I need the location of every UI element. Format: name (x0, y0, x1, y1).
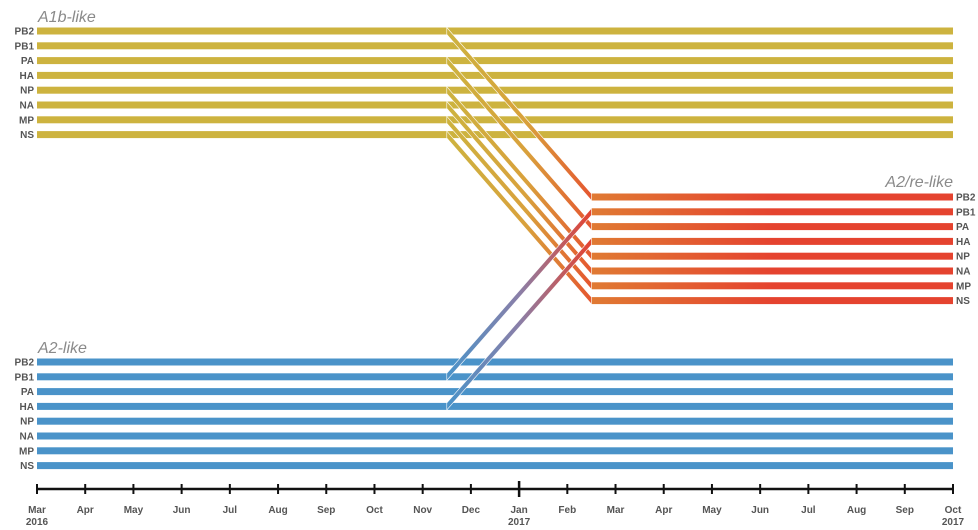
tick-label-7: Oct (366, 505, 383, 516)
tick-label-4: Jul (223, 505, 238, 516)
a2-bar-pb1 (37, 373, 953, 381)
a2-bar-ns (37, 462, 953, 470)
tick-label-1: Apr (77, 505, 94, 516)
segment-labels: PB2 PB1 PA HA NP NA MP NS PB2 PB1 PA HA NP NA MP NS PB2 P… (15, 27, 976, 473)
tick-label-18: Sep (896, 505, 914, 516)
re-bar-np (591, 252, 953, 260)
a2-group: A2-like (37, 340, 87, 357)
year-label-19: 2017 (942, 517, 965, 528)
tick-label-13: Apr (655, 505, 672, 516)
re-bar-ha (591, 237, 953, 245)
re-group: A2/re-like (884, 174, 953, 191)
a2-bar-ha (37, 402, 953, 410)
a2-label-pa: PA (21, 387, 34, 398)
tick-label-14: May (702, 505, 722, 516)
re-label-pa: PA (956, 222, 969, 233)
a2-label-ns: NS (20, 461, 34, 472)
a1b-bar-ha (37, 71, 953, 79)
a2-label-na: NA (20, 432, 34, 443)
a1b-label-pb1: PB1 (15, 41, 35, 52)
a2-label-pb1: PB1 (15, 372, 35, 383)
re-label-na: NA (956, 267, 970, 278)
tick-label-17: Aug (847, 505, 866, 516)
re-label-np: NP (956, 252, 970, 263)
tick-label-3: Jun (173, 505, 191, 516)
a1b-group-label: A1b-like (37, 9, 96, 26)
tick-label-16: Jul (801, 505, 816, 516)
link-a1b-np (446, 85, 592, 261)
link-a2-ha (446, 237, 592, 411)
a1b-group: A1b-like (37, 9, 96, 26)
tick-label-6: Sep (317, 505, 335, 516)
year-label-0: 2016 (26, 517, 49, 528)
re-bar-pa (591, 223, 953, 231)
re-label-pb1: PB1 (956, 207, 976, 218)
a2-bar-pb2 (37, 358, 953, 366)
link-a1b-pb2 (446, 26, 592, 202)
link-a2-pb1 (446, 207, 592, 382)
year-label-10: 2017 (508, 517, 531, 528)
re-bar-pb1 (591, 208, 953, 216)
segment-bars (37, 27, 953, 470)
tick-label-5: Aug (268, 505, 287, 516)
tick-label-19: Oct (945, 505, 962, 516)
a2-bar-np (37, 417, 953, 425)
tick-label-8: Nov (413, 505, 432, 516)
re-label-pb2: PB2 (956, 193, 976, 204)
re-bar-mp (591, 282, 953, 290)
link-a1b-mp (446, 115, 592, 291)
link-a1b-pa (446, 56, 592, 231)
re-label-mp: MP (956, 281, 971, 292)
tick-label-0: Mar (28, 505, 46, 516)
a1b-bar-pb2 (37, 27, 953, 35)
a1b-bar-pa (37, 57, 953, 65)
a1b-label-pb2: PB2 (15, 27, 35, 38)
a2-group-label: A2-like (37, 340, 87, 357)
tick-label-2: May (124, 505, 144, 516)
a1b-label-na: NA (20, 101, 34, 112)
tick-label-15: Jun (751, 505, 769, 516)
re-bar-na (591, 267, 953, 275)
a1b-bar-pb1 (37, 42, 953, 50)
a2-label-np: NP (20, 417, 34, 428)
a1b-label-mp: MP (19, 115, 34, 126)
a1b-bar-ns (37, 131, 953, 139)
tick-label-11: Feb (558, 505, 576, 516)
re-group-label: A2/re-like (884, 174, 953, 191)
a1b-label-np: NP (20, 86, 34, 97)
a2-bar-na (37, 432, 953, 440)
re-label-ha: HA (956, 237, 970, 248)
a2-label-ha: HA (20, 402, 34, 413)
a2-bar-mp (37, 447, 953, 455)
tick-label-9: Dec (462, 505, 481, 516)
tick-label-10: Jan (510, 505, 527, 516)
a1b-label-pa: PA (21, 56, 34, 67)
re-bar-ns (591, 297, 953, 305)
re-bar-pb2 (591, 193, 953, 201)
tick-label-12: Mar (607, 505, 625, 516)
a2-bar-pa (37, 388, 953, 396)
a1b-label-ha: HA (20, 71, 34, 82)
link-a1b-na (446, 100, 592, 276)
re-label-ns: NS (956, 296, 970, 307)
a1b-bar-na (37, 101, 953, 109)
link-a1b-ns (446, 130, 592, 305)
reassortment-links (446, 26, 592, 411)
a2-label-pb2: PB2 (15, 358, 35, 369)
a2-label-mp: MP (19, 446, 34, 457)
a1b-label-ns: NS (20, 130, 34, 141)
